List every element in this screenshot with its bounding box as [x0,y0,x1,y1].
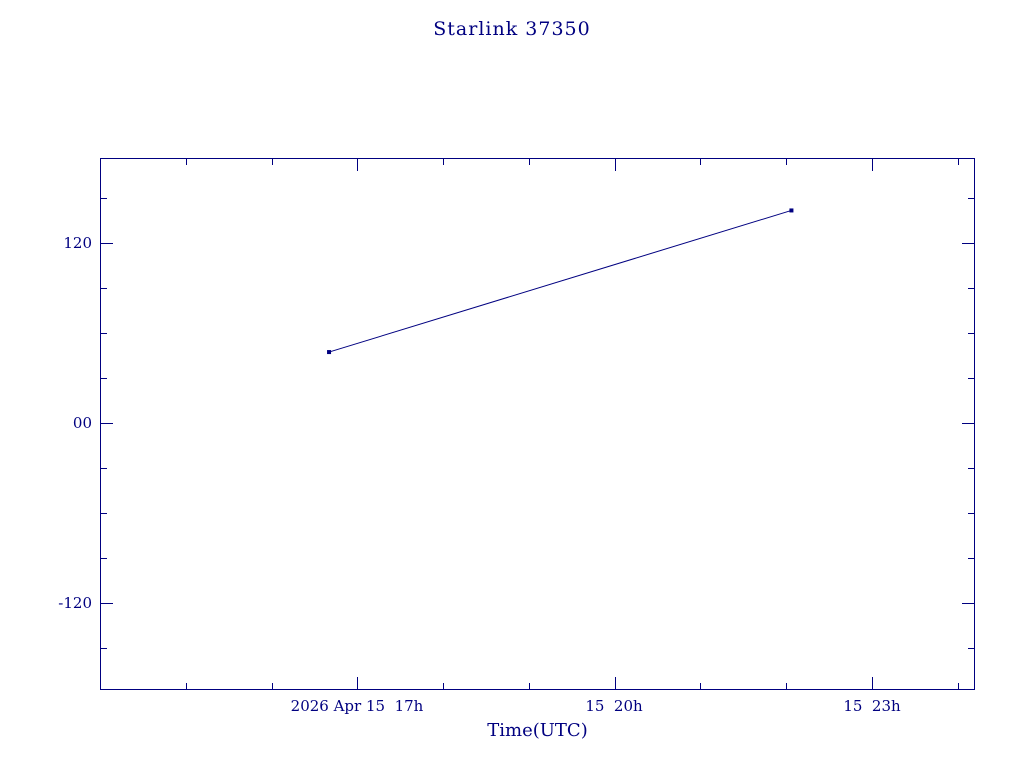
x-axis-title: Time(UTC) [487,720,588,741]
x-tick-label-17h: 2026 Apr 15 17h [290,697,424,715]
x-tick-label-20h: 15 20h [585,697,643,715]
plot-frame-border [100,158,975,690]
y-tick-label-0: 00 [72,414,92,432]
y-tick-label-120: 120 [63,234,92,252]
data-point-marker [789,208,794,213]
plot-area [100,158,975,690]
y-tick-label-neg120: -120 [58,594,92,612]
data-point-marker [327,350,332,355]
chart-title: Starlink 37350 [433,18,591,40]
x-tick-label-23h: 15 23h [843,697,901,715]
data-line [328,209,792,353]
